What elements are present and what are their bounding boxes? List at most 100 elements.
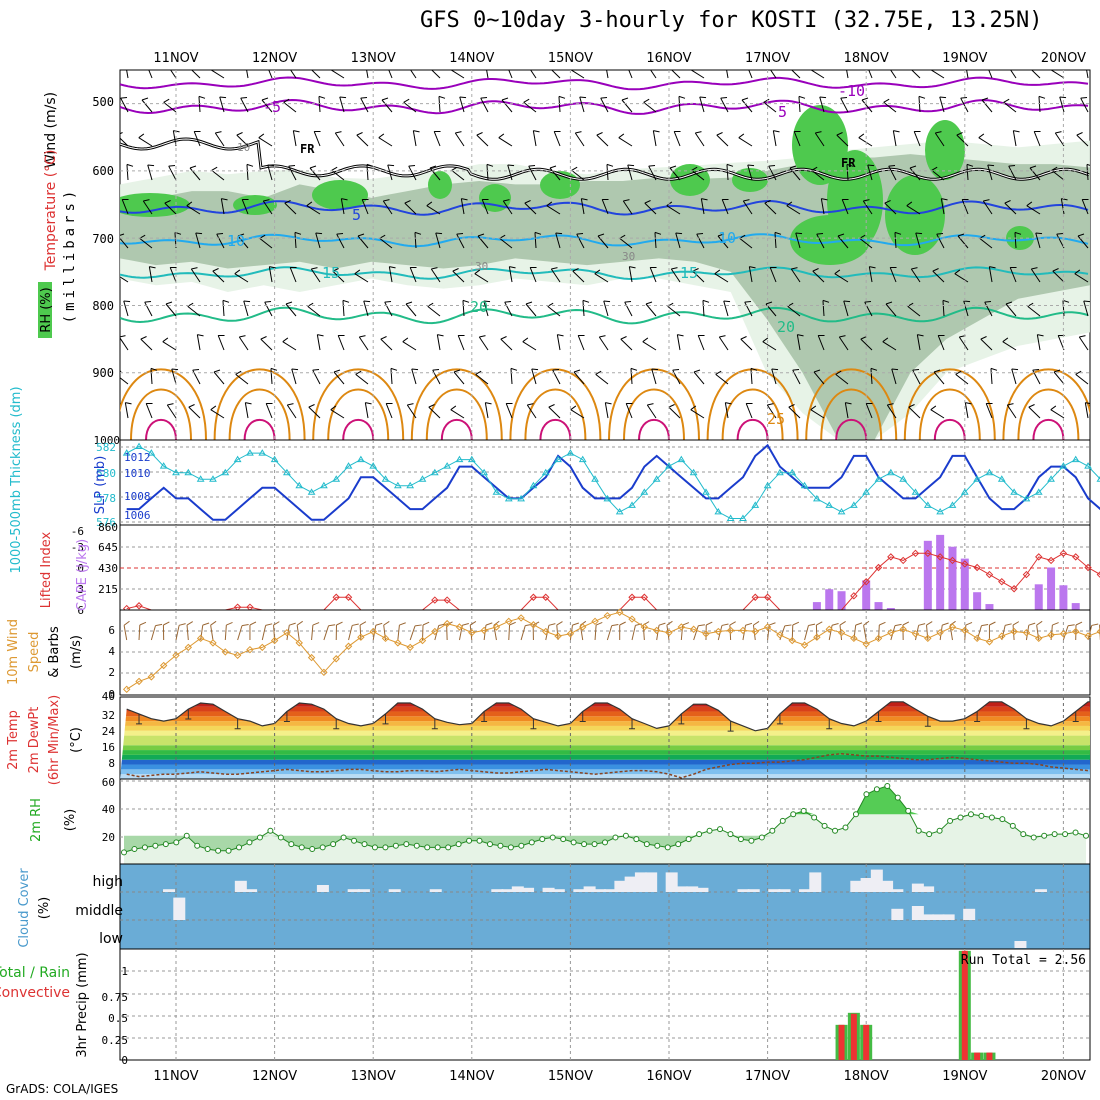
wind-barb [766, 403, 777, 419]
barb-shaft [124, 402, 129, 419]
barb-flag [1028, 404, 1035, 408]
barb-flag [315, 232, 323, 235]
barb-shaft [811, 169, 825, 181]
rh-point [528, 839, 535, 846]
barb-shaft [907, 305, 921, 317]
barb-shaft [363, 300, 369, 317]
wind-point [1035, 634, 1043, 643]
rh-point [497, 842, 504, 849]
barb-flag [645, 301, 653, 305]
wind-barb [745, 402, 753, 419]
wind-barb [888, 164, 897, 181]
barb-flag [768, 622, 776, 626]
barb-shaft [933, 371, 945, 385]
cloud-level-label: high [92, 874, 123, 890]
barb-shaft [429, 167, 441, 181]
slp-tick: 1006 [124, 509, 151, 522]
barb-flag [942, 299, 950, 303]
wind-barb [909, 165, 921, 181]
thickness-point [1047, 475, 1055, 482]
barb-flag [942, 622, 949, 626]
barb-shaft [1006, 70, 1017, 79]
barb-shaft [670, 268, 681, 283]
barb-shaft [810, 70, 825, 79]
thickness-point [159, 462, 168, 469]
barb-shaft [306, 205, 321, 215]
temp-minmax-marker [185, 709, 192, 720]
barb-flag [435, 232, 443, 235]
cloud-bar [624, 876, 637, 892]
wind-barb [1075, 370, 1089, 385]
barb-shaft [220, 198, 225, 215]
temperature-contour [228, 388, 291, 440]
wind-barb [853, 622, 863, 641]
barb-flag [309, 165, 317, 169]
wind-barb [123, 300, 131, 317]
wind-point [850, 634, 858, 643]
barb-shaft [501, 99, 513, 113]
rh-point [1041, 832, 1048, 839]
precip-bars [835, 950, 996, 1060]
date-label: 15NOV [548, 51, 593, 66]
wind-barb [747, 164, 755, 181]
barb-flag [914, 130, 921, 132]
rh-point [811, 814, 818, 821]
barb-shaft [1078, 336, 1089, 351]
barb-shaft [499, 237, 513, 249]
barb-shaft [200, 625, 204, 641]
li-point [332, 593, 340, 601]
rh-point [194, 842, 201, 849]
barb-flag [1059, 96, 1067, 99]
wind-barb [1077, 233, 1089, 249]
cloud-bar [911, 906, 924, 920]
barb-shaft [764, 202, 777, 215]
barb-shaft [956, 134, 969, 147]
barb-shaft [383, 625, 387, 641]
barb-flag [235, 370, 242, 375]
wind-barb [954, 269, 969, 283]
barb-shaft [740, 338, 753, 351]
barb-flag [312, 368, 320, 371]
wind-barb [308, 404, 321, 419]
thickness-point [504, 494, 513, 502]
barb-shaft [1027, 305, 1041, 317]
barb-flag [525, 301, 533, 305]
precip-tick: 0 [121, 1054, 128, 1067]
barb-flag [357, 233, 365, 237]
barb-flag [647, 403, 654, 406]
barb-shaft [772, 130, 777, 147]
pressure-tick: 500 [92, 95, 114, 109]
barb-flag [624, 300, 632, 303]
barb-flag [698, 624, 705, 627]
barb-shaft [222, 300, 225, 317]
wind-barb [700, 198, 708, 215]
barb-flag [931, 166, 938, 171]
barb-shaft [147, 164, 153, 181]
thickness-point [356, 455, 365, 463]
wind-barb [241, 198, 249, 215]
barb-flag [339, 96, 347, 99]
rh-high-blob [479, 184, 511, 212]
barb-flag [431, 267, 438, 270]
wind-barb [865, 402, 873, 419]
li-point [1072, 553, 1080, 561]
li-axis-label: Lifted Index [39, 531, 54, 608]
pressure-tick: 1000 [94, 434, 121, 447]
wind-barb [786, 201, 801, 215]
barb-flag [595, 622, 603, 626]
wind-barb [690, 405, 705, 419]
wind-axis-units: (m/s) [69, 635, 84, 669]
barb-flag [933, 369, 941, 373]
barb-shaft [1053, 371, 1065, 385]
wind-barb [643, 98, 657, 113]
wind-barb [691, 166, 705, 181]
wind-barb [138, 133, 153, 147]
wind-barb [1062, 299, 1070, 317]
wind-barb [460, 198, 468, 215]
li-point [936, 553, 944, 561]
barb-flag [414, 231, 422, 235]
rh-point [852, 811, 859, 818]
wind-barb [258, 133, 273, 147]
barb-shaft [1011, 368, 1017, 385]
barb-flag [573, 369, 581, 373]
